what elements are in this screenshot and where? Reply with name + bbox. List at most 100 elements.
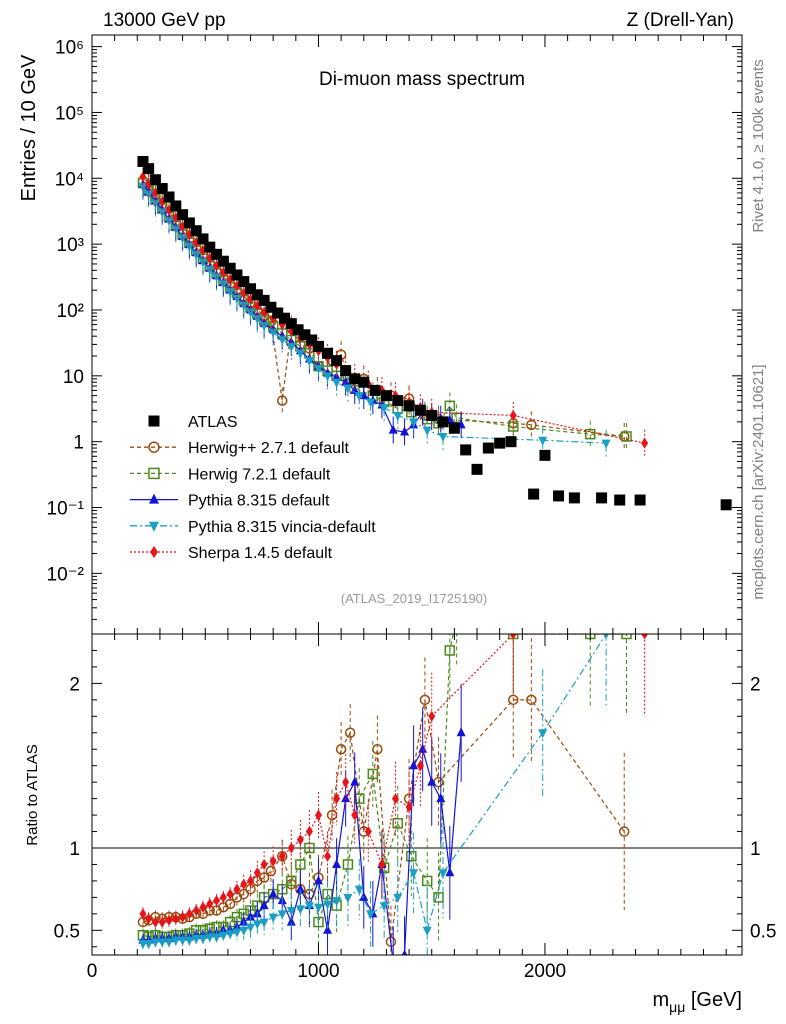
pythia-point (323, 924, 333, 934)
sherpa-point (416, 760, 424, 772)
sherpa-point (333, 793, 341, 805)
vincia-point (343, 893, 353, 903)
herwig7-point (508, 421, 519, 432)
pythia-point (268, 888, 278, 898)
herwig7-point (295, 859, 306, 870)
herwig7-point (444, 645, 456, 656)
atlas-data-point (149, 174, 161, 186)
vincia-point (603, 634, 609, 640)
atlas-data-point (224, 262, 236, 274)
herwigpp-point (344, 727, 356, 739)
vincia-point (538, 729, 548, 739)
sherpa-point (314, 809, 322, 821)
herwig7-point (452, 613, 461, 622)
vincia-point (178, 936, 188, 946)
vincia-point (304, 902, 314, 912)
atlas-data-point (614, 494, 626, 506)
vincia-point (343, 384, 353, 394)
sherpa-ratio-line (142, 634, 645, 923)
y-tick-label: 10 (63, 367, 84, 388)
vincia-point (259, 918, 269, 928)
vincia-point (191, 250, 201, 260)
pythia-point (427, 776, 437, 786)
atlas-data-point (340, 365, 352, 377)
herwigpp-point (419, 694, 431, 706)
sherpa-point (342, 776, 350, 788)
chart-title: Di-muon mass spectrum (319, 69, 525, 90)
vincia-point (422, 926, 432, 936)
atlas-data-point (471, 463, 483, 475)
atlas-data-point (369, 384, 381, 396)
pythia-point (332, 858, 342, 868)
sherpa-point (405, 801, 413, 813)
sherpa-point (247, 875, 255, 887)
atlas-data-point (380, 390, 392, 402)
sherpa-point (226, 888, 234, 900)
herwig7-point (621, 634, 632, 640)
herwig7-point (392, 818, 403, 829)
vincia-point (268, 913, 278, 923)
ratio-tick-label-left: 0.5 (54, 921, 80, 942)
vincia-point (171, 936, 181, 946)
atlas-data-point (217, 255, 229, 267)
sherpa-point (378, 858, 386, 870)
y-tick-label: 10⁴ (55, 169, 84, 190)
atlas-data-point (414, 404, 426, 416)
herwig7-point (367, 768, 379, 780)
ratio-tick-label-right: 0.5 (750, 921, 776, 942)
ratio-tick-label-right: 2 (750, 674, 761, 695)
atlas-data-point (272, 307, 284, 319)
atlas-data-point (238, 276, 250, 288)
sherpa-point (192, 905, 200, 917)
analysis-id: (ATLAS_2019_I1725190) (341, 591, 487, 606)
legend-label: Pythia 8.315 vincia-default (188, 519, 376, 536)
sherpa-point (219, 891, 227, 903)
vincia-point (409, 869, 419, 879)
sherpa-point (428, 710, 436, 722)
vincia-point (379, 404, 389, 414)
pythia-point (445, 867, 455, 877)
vincia-point (438, 432, 448, 442)
sherpa-point (260, 858, 268, 870)
atlas-data-point (460, 444, 472, 456)
atlas-data-point (720, 499, 732, 511)
herwigpp-point (276, 395, 288, 406)
top-panel-data (137, 155, 732, 511)
vincia-point (259, 322, 269, 332)
sherpa-point (324, 850, 332, 862)
vincia-point (149, 521, 159, 532)
vincia-point (225, 288, 235, 298)
x-tick-label: 0 (87, 961, 98, 982)
sherpa-point (233, 883, 241, 895)
sherpa-point (641, 437, 649, 449)
atlas-data-point (148, 415, 160, 427)
pythia-point (401, 949, 408, 955)
ratio-panel-data (92, 613, 742, 967)
atlas-data-point (170, 200, 182, 212)
herwigpp-point (526, 694, 537, 706)
vincia-point (184, 936, 194, 946)
legend-label: Pythia 8.315 default (188, 493, 330, 510)
atlas-data-point (197, 233, 209, 245)
atlas-data-point (306, 334, 318, 346)
legend: ATLAS Herwig++ 2.7.1 default Herwig 7.2.1 … (130, 414, 376, 562)
sherpa-point (199, 901, 207, 913)
atlas-data-point (505, 436, 517, 448)
atlas-data-point (403, 400, 415, 412)
vincia-point (138, 939, 148, 949)
pythia-point (246, 911, 256, 921)
ratio-tick-label-left: 2 (69, 674, 80, 695)
vincia-point (601, 439, 611, 449)
vincia-point (286, 342, 296, 352)
pythia-point (389, 958, 398, 967)
sherpa-point (151, 916, 159, 928)
pythia-point (456, 727, 466, 737)
sherpa-point (172, 913, 180, 925)
sherpa-point (641, 634, 649, 640)
vincia-point (198, 935, 208, 945)
vincia-point (313, 903, 323, 913)
vincia-point (232, 294, 242, 304)
sherpa-point (269, 855, 277, 867)
atlas-data-point (163, 191, 175, 203)
